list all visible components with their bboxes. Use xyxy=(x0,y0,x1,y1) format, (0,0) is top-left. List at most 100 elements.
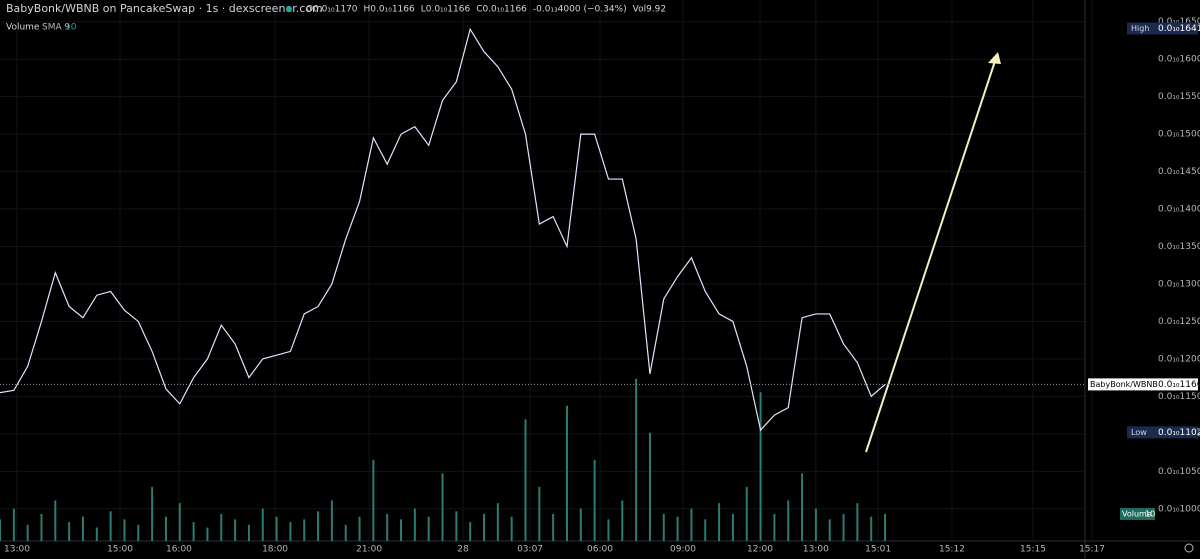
volume-bar xyxy=(54,500,57,541)
volume-bar xyxy=(773,513,776,541)
x-tick-label: 18:00 xyxy=(262,545,288,555)
x-tick-label: 15:00 xyxy=(107,545,133,555)
low-value: 0.0₁₀1102 xyxy=(1158,428,1200,438)
volume-bar xyxy=(469,522,472,541)
x-tick-label: 09:00 xyxy=(670,545,696,555)
x-tick-label: 03:07 xyxy=(517,545,543,555)
volume-bar xyxy=(676,516,679,541)
volume-bar xyxy=(400,519,403,541)
y-tick-label: 0.0₁₀1000 xyxy=(1158,504,1200,514)
volume-tag-name: Volume xyxy=(1122,509,1152,518)
y-tick-label: 0.0₁₀1250 xyxy=(1158,317,1200,327)
volume-bar xyxy=(234,519,237,541)
volume-bar xyxy=(247,524,250,541)
y-tick-label: 0.0₁₀1150 xyxy=(1158,392,1200,402)
volume-bar xyxy=(538,486,541,541)
x-tick-label: 28 xyxy=(457,545,469,555)
volume-bar xyxy=(884,513,887,541)
plot xyxy=(0,27,886,432)
x-tick-label: 15:01 xyxy=(865,545,891,555)
y-tick-label: 0.0₁₀1650 xyxy=(1158,17,1200,27)
ohlc-item: -0.0₁₃4000 (−0.34%) xyxy=(533,5,627,15)
volume-bar xyxy=(40,513,43,541)
y-tick-label: 0.0₁₀1550 xyxy=(1158,92,1200,102)
volume-bar xyxy=(164,516,167,541)
volume-sma-value: 10 xyxy=(65,23,77,33)
y-tick-label: 0.0₁₀1500 xyxy=(1158,130,1200,140)
volume-bar xyxy=(593,459,596,541)
volume-bar xyxy=(565,405,568,541)
x-tick-label: 15:12 xyxy=(939,545,965,555)
settings-icon[interactable] xyxy=(1184,543,1194,553)
volume-bar xyxy=(455,511,458,541)
volume-bar xyxy=(870,516,873,541)
x-tick-label: 13:00 xyxy=(803,545,829,555)
volume-bar xyxy=(718,503,721,541)
volume-bar xyxy=(330,500,333,541)
volume-bar xyxy=(0,519,1,541)
volume-bar xyxy=(745,486,748,541)
volume-bar xyxy=(759,392,762,541)
x-tick-label: 13:00 xyxy=(4,545,30,555)
volume-bar xyxy=(552,513,555,541)
volume-bar xyxy=(648,432,651,541)
grid xyxy=(0,0,1093,541)
volume-bar xyxy=(344,524,347,541)
volume-bar xyxy=(731,513,734,541)
volume-indicator: Volume xyxy=(6,23,40,33)
ohlc-item: L0.0₁₀1166 xyxy=(421,5,471,15)
last-price-tag xyxy=(1088,378,1198,391)
arrow-head xyxy=(988,52,1001,64)
volume-bar xyxy=(635,378,638,541)
volume-bar xyxy=(178,503,181,541)
y-tick-label: 0.0₁₀1300 xyxy=(1158,279,1200,289)
low-tag xyxy=(1127,426,1198,439)
volume-bar xyxy=(358,516,361,541)
volume-bar xyxy=(427,516,430,541)
arrow-annotation xyxy=(865,57,997,453)
ohlc-item: C0.0₁₀1166 xyxy=(476,5,527,15)
volume-bar xyxy=(68,522,71,541)
volume-bar xyxy=(109,511,112,541)
volume-bar xyxy=(275,516,278,541)
volume-bar xyxy=(81,516,84,541)
volume-bar xyxy=(662,513,665,541)
volume-bars xyxy=(0,378,887,541)
volume-bar xyxy=(441,473,444,541)
volume-bar xyxy=(317,511,320,541)
volume-bar xyxy=(510,516,513,541)
x-tick-label: 15:15 xyxy=(1020,545,1046,555)
chart-title: BabyBonk/WBNB on PancakeSwap · 1s · dexs… xyxy=(6,2,323,15)
x-tick-label: 06:00 xyxy=(587,545,613,555)
x-tick-label: 12:00 xyxy=(747,545,773,555)
volume-bar xyxy=(26,524,29,541)
volume-bar xyxy=(220,513,223,541)
status-dot xyxy=(286,6,292,12)
volume-bar xyxy=(814,508,817,541)
volume-bar xyxy=(579,508,582,541)
volume-bar xyxy=(496,503,499,541)
high-label: High xyxy=(1131,24,1149,33)
y-tick-label: 0.0₁₀1600 xyxy=(1158,55,1200,65)
volume-bar xyxy=(801,473,804,541)
x-tick-label: 15:17 xyxy=(1079,545,1105,555)
volume-sma: SMA 9 xyxy=(42,23,70,33)
volume-bar xyxy=(607,519,610,541)
x-tick-label: 16:00 xyxy=(166,545,192,555)
volume-bar xyxy=(289,522,292,541)
volume-bar xyxy=(95,527,98,541)
volume-bar xyxy=(842,513,845,541)
volume-bar xyxy=(386,513,389,541)
x-tick-label: 21:00 xyxy=(356,545,382,555)
high-value: 0.0₁₀1641 xyxy=(1158,24,1200,34)
last-price-name: BabyBonk/WBNB xyxy=(1090,380,1158,389)
ohlc-item: H0.0₁₀1166 xyxy=(364,5,415,15)
volume-bar xyxy=(828,519,831,541)
price-line xyxy=(0,27,886,432)
volume-bar xyxy=(690,508,693,541)
volume-bar xyxy=(787,500,790,541)
volume-bar xyxy=(413,508,416,541)
volume-bar xyxy=(856,503,859,541)
volume-bar xyxy=(372,459,375,541)
